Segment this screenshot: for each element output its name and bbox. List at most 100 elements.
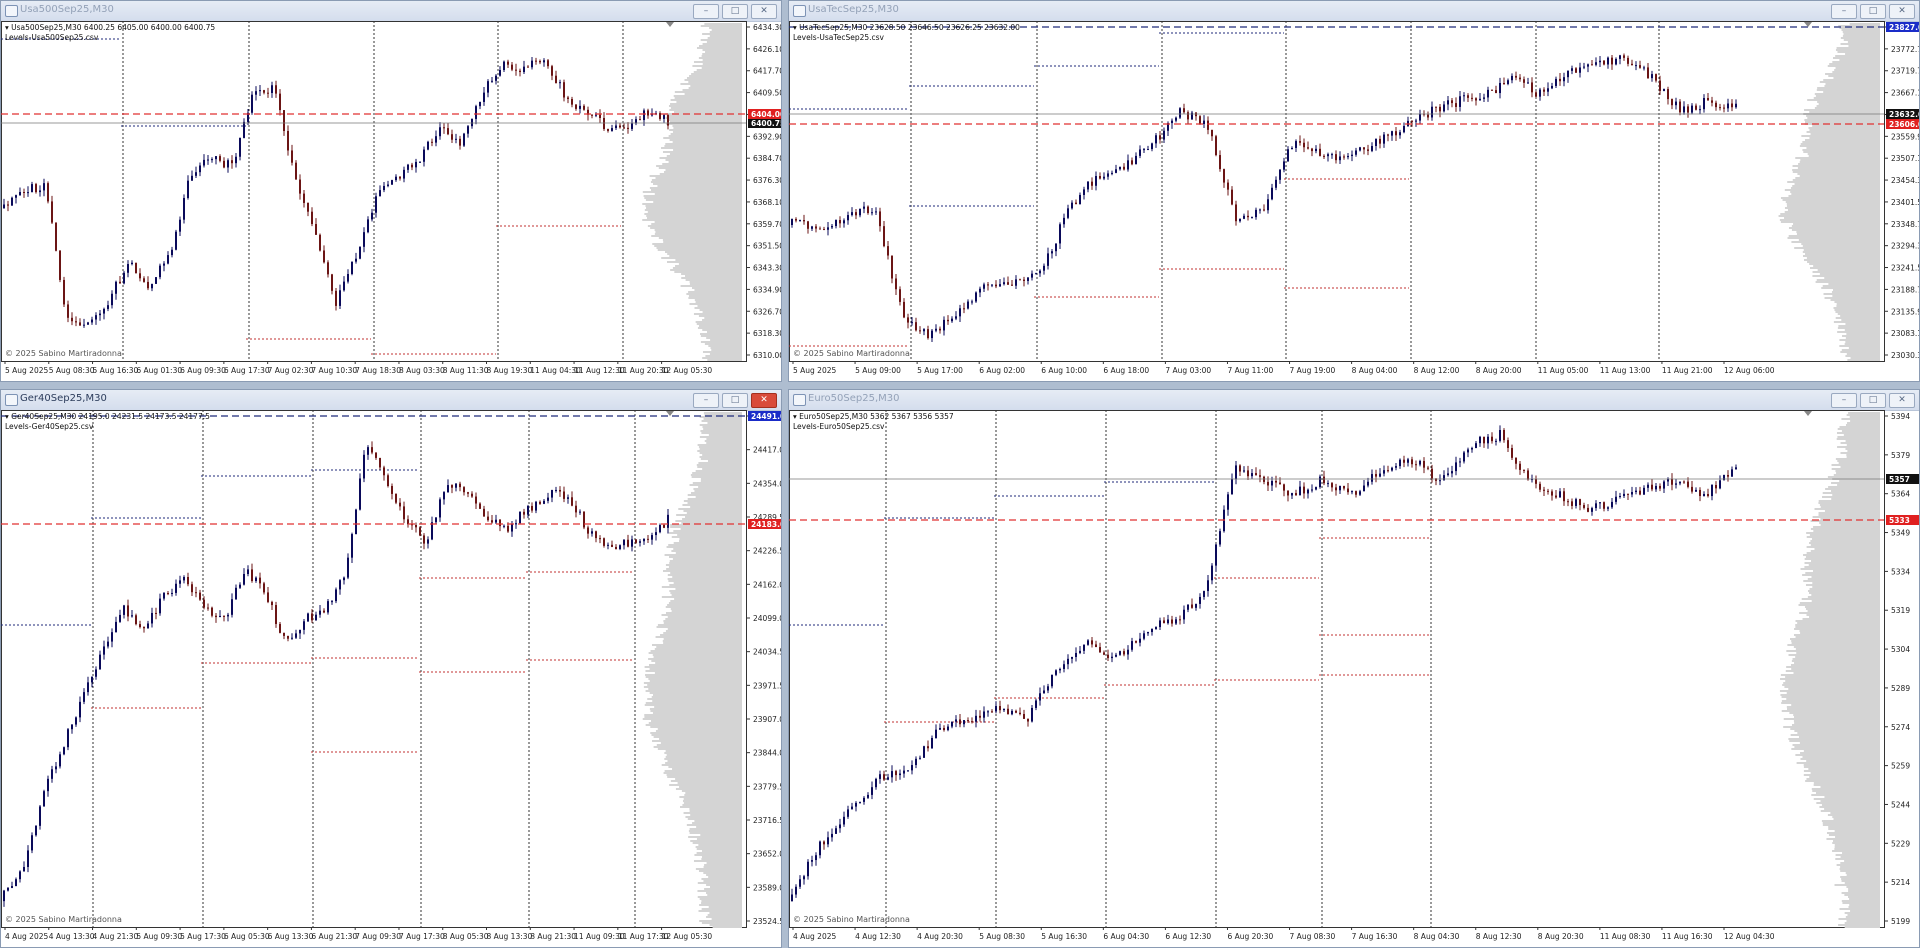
candle-body — [1623, 493, 1625, 497]
price-tick-label: 6384.70 — [753, 154, 781, 163]
price-tick-label: 23971.5 — [753, 681, 781, 690]
title-bar[interactable]: Ger40Sep25,M30 – □ ✕ — [1, 390, 781, 411]
candle-body — [1595, 503, 1597, 509]
volume-profile-bar — [705, 355, 742, 357]
candle-body — [279, 623, 281, 633]
volume-profile-bar — [678, 263, 742, 265]
price-tick-label: 23401.50 — [1891, 198, 1919, 207]
volume-profile-bar — [1832, 494, 1880, 496]
volume-profile-bar — [1786, 666, 1880, 668]
candle-body — [503, 525, 505, 527]
candle-body — [1627, 57, 1629, 64]
chart-window-euro50[interactable]: Euro50Sep25,M30 – □ ✕ 5394 5379 5364 5349 53… — [788, 389, 1920, 948]
candle-body — [231, 160, 233, 164]
volume-profile-bar — [657, 624, 742, 626]
candle-body — [123, 605, 125, 615]
volume-profile-bar — [1818, 103, 1880, 105]
candle-body — [1115, 654, 1117, 657]
maximize-button[interactable]: □ — [722, 4, 748, 19]
candle-body — [547, 497, 549, 501]
candle-body — [363, 232, 365, 247]
maximize-button[interactable]: □ — [1860, 4, 1886, 19]
volume-profile-bar — [1806, 546, 1880, 548]
volume-profile-bar — [1803, 249, 1880, 251]
volume-profile-bar — [696, 323, 742, 325]
candle-body — [823, 229, 825, 231]
time-axis: 4 Aug 2025 4 Aug 12:30 4 Aug 20:30 5 Aug 08… — [792, 927, 1775, 941]
volume-profile-bar — [661, 257, 742, 259]
price-chart[interactable]: 24491.024417.024354.024289.524226.524162… — [1, 410, 781, 947]
volume-profile-bar — [703, 866, 742, 868]
candle-body — [1343, 156, 1345, 158]
price-chart[interactable]: 6434.306426.106417.706409.506401.106392.… — [1, 21, 781, 381]
candle-body — [127, 264, 129, 273]
volume-profile-bar — [653, 201, 742, 203]
candle-body — [855, 802, 857, 807]
time-tick-label: 11 Aug 04:30 — [530, 366, 581, 375]
price-tick-label: 24417.0 — [753, 446, 781, 455]
volume-profile-bar — [1786, 692, 1880, 694]
close-button[interactable]: ✕ — [1889, 393, 1915, 408]
title-bar[interactable]: Usa500Sep25,M30 – □ ✕ — [1, 1, 781, 22]
volume-profile-bar — [1812, 790, 1880, 792]
minimize-button[interactable]: – — [693, 4, 719, 19]
price-chart[interactable]: 23827.0023772.7023719.7523667.1023612.75… — [789, 21, 1919, 381]
candle-body — [307, 202, 309, 212]
candle-body — [1647, 67, 1649, 79]
price-tick-label: 6426.10 — [753, 45, 781, 54]
chart-shift-marker — [666, 22, 674, 27]
candle-body — [459, 138, 461, 146]
maximize-button[interactable]: □ — [722, 393, 748, 408]
candle-body — [1427, 467, 1429, 469]
candle-body — [955, 316, 957, 319]
close-button[interactable]: ✕ — [1889, 4, 1915, 19]
price-chart[interactable]: 5394537953645349533453195304528952745259… — [789, 410, 1919, 947]
candle-body — [1343, 485, 1345, 489]
volume-profile-bar — [668, 602, 742, 604]
minimize-button[interactable]: – — [1831, 4, 1857, 19]
volume-profile-bar — [708, 876, 742, 878]
candle-body — [1439, 106, 1441, 112]
volume-profile-bar — [1814, 548, 1880, 550]
candle-body — [423, 149, 425, 162]
candle-body — [1279, 482, 1281, 485]
close-button[interactable]: ✕ — [751, 393, 777, 408]
volume-profile-bar — [1801, 243, 1880, 245]
volume-profile-bar — [1836, 47, 1880, 49]
volume-profile-bar — [1804, 606, 1880, 608]
volume-profile-bar — [1845, 355, 1880, 357]
candle-body — [59, 250, 61, 280]
volume-profile-bar — [702, 357, 742, 359]
maximize-button[interactable]: □ — [1860, 393, 1886, 408]
title-bar[interactable]: UsaTecSep25,M30 – □ ✕ — [789, 1, 1919, 22]
candle-body — [1483, 97, 1485, 99]
volume-profile-bar — [652, 243, 742, 245]
time-tick-label: 6 Aug 02:00 — [979, 366, 1025, 375]
candle-body — [1383, 134, 1385, 144]
candle-body — [1703, 493, 1705, 497]
volume-profile-bar — [702, 329, 742, 331]
volume-profile-bar — [666, 155, 742, 157]
minimize-button[interactable]: – — [693, 393, 719, 408]
candle-body — [967, 720, 969, 722]
candle-body — [807, 861, 809, 877]
close-button[interactable]: ✕ — [751, 4, 777, 19]
volume-profile-bar — [667, 574, 742, 576]
chart-window-usa500[interactable]: Usa500Sep25,M30 – □ ✕ 6434.30 6426.10 6417… — [0, 0, 782, 382]
candle-body — [167, 255, 169, 264]
chart-window-ger40[interactable]: Ger40Sep25,M30 – □ ✕ 24491.024417.024354… — [0, 389, 782, 948]
title-bar[interactable]: Euro50Sep25,M30 – □ ✕ — [789, 390, 1919, 411]
minimize-button[interactable]: – — [1831, 393, 1857, 408]
volume-profile-bar — [1808, 155, 1880, 157]
candle-body — [551, 66, 553, 76]
candle-body — [1647, 484, 1649, 488]
volume-profile-bar — [660, 742, 742, 744]
candle-body — [55, 766, 57, 770]
candle-body — [1231, 189, 1233, 205]
candle-body — [1619, 55, 1621, 59]
chart-window-usatec[interactable]: UsaTecSep25,M30 – □ ✕ 23827.0023772.7023… — [788, 0, 1920, 382]
candle-body — [1347, 488, 1349, 493]
candle-body — [67, 729, 69, 748]
volume-profile-bar — [651, 223, 742, 225]
volume-profile-bar — [653, 183, 742, 185]
